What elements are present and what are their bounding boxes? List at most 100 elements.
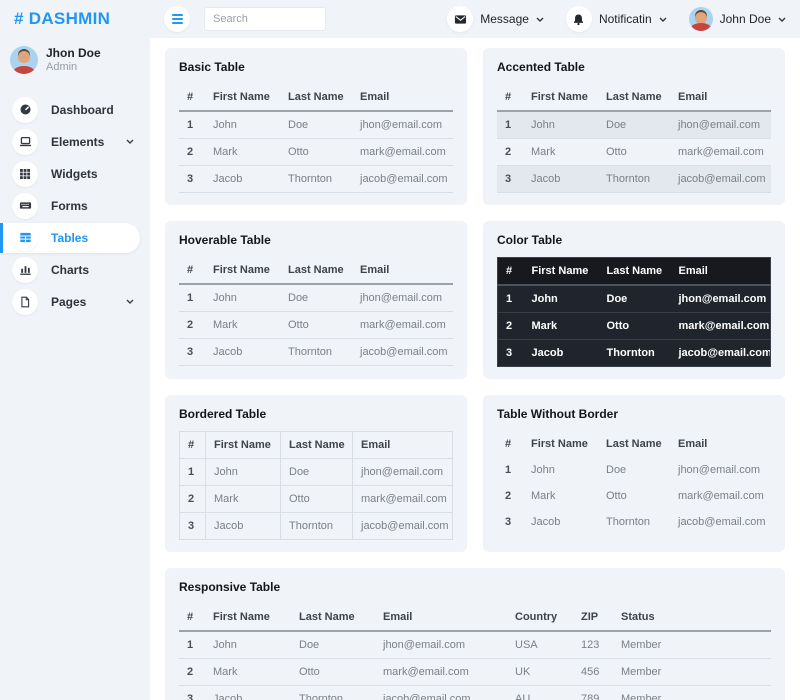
table-row[interactable]: 1 John Doe jhon@email.com	[179, 284, 453, 312]
cell: Otto	[288, 146, 309, 158]
cell: 123	[581, 639, 600, 651]
cell: Jacob	[213, 173, 243, 185]
cell: jhon@email.com	[678, 293, 767, 305]
accented-table: # First Name Last Name Email 1 John Doe jhon@em…	[497, 84, 771, 193]
hamburger-menu-button[interactable]	[164, 6, 190, 32]
column-header: Email	[352, 257, 453, 285]
table-row[interactable]: 3 Jacob Thornton jacob@email.com	[179, 339, 453, 366]
cell: UK	[515, 666, 531, 678]
cell: Otto	[299, 666, 320, 678]
row-index: 2	[506, 320, 513, 332]
cell: Jacob	[213, 346, 243, 358]
column-header: First Name	[205, 431, 281, 459]
sidebar-item-widgets[interactable]: Widgets	[0, 159, 150, 189]
color-table: # First Name Last Name Email 1 John Doe jhon@em…	[497, 257, 771, 367]
card-title: Accented Table	[497, 60, 585, 74]
sidebar-item-tables[interactable]: Tables	[0, 222, 140, 253]
sidebar-item-charts[interactable]: Charts	[0, 255, 150, 285]
cell: mark@email.com	[360, 319, 446, 331]
column-header: #	[179, 84, 205, 112]
row-index: 3	[187, 173, 194, 185]
cell: Otto	[606, 146, 627, 158]
bordered-table: # First Name Last Name Email 1 John Doe jhon@em…	[179, 431, 453, 540]
cell: Doe	[606, 464, 627, 476]
cell: Jacob	[213, 693, 243, 700]
column-header: First Name	[523, 84, 598, 112]
table-row: 2 Mark Otto mark@email.com	[179, 485, 453, 513]
hoverable-table: # First Name Last Name Email 1 John Doe jhon@em…	[179, 257, 453, 366]
brand-logo-text: # DASHMIN	[14, 9, 111, 28]
cell: Mark	[213, 666, 238, 678]
bell-icon	[565, 6, 592, 32]
cell: mark@email.com	[678, 490, 764, 502]
row-index: 2	[187, 319, 194, 331]
cell: Thornton	[299, 693, 344, 700]
cell: Thornton	[606, 173, 651, 185]
sidebar-item-dashboard[interactable]: Dashboard	[0, 95, 150, 125]
row-index: 1	[506, 293, 513, 305]
column-header: Email	[670, 257, 771, 286]
basic-table: # First Name Last Name Email 1 John Doe jhon@em…	[179, 84, 453, 193]
row-index: 3	[505, 173, 512, 185]
row-index: 1	[505, 119, 512, 131]
sidebar-item-label: Charts	[51, 262, 90, 277]
user-dropdown[interactable]: John Doe	[688, 7, 786, 31]
sidebar-item-forms[interactable]: Forms	[0, 191, 150, 221]
cell: Doe	[280, 458, 353, 486]
table-row: 1 John Doe jhon@email.com	[497, 285, 771, 313]
cell: jhon@email.com	[352, 458, 453, 486]
column-header: Last Name	[280, 431, 353, 459]
laptop-icon	[12, 128, 38, 155]
card-responsive-table: Responsive Table # First Name Last Name Ema…	[165, 568, 785, 700]
notification-dropdown[interactable]: Notificatin	[565, 6, 667, 32]
sidebar-item-label: Dashboard	[51, 102, 114, 117]
table-row: 3 Jacob Thornton jacob@email.com	[497, 509, 771, 535]
card-title: Color Table	[497, 233, 563, 247]
responsive-table: # First Name Last Name Email Country ZIP Statu…	[179, 604, 771, 700]
cell: Mark	[531, 320, 558, 332]
cell: Doe	[288, 292, 309, 304]
cell: Member	[621, 666, 662, 678]
brand-logo[interactable]: # DASHMIN	[0, 0, 150, 38]
table-row: 3 Jacob Thornton jacob@email.com	[179, 512, 453, 540]
avatar	[10, 46, 38, 75]
table-row: 1 John Doe jhon@email.com	[497, 457, 771, 483]
column-header: Email	[375, 604, 507, 632]
sidebar-item-label: Elements	[51, 134, 105, 149]
cell: John	[205, 458, 281, 486]
sidebar-item-pages[interactable]: Pages	[0, 287, 150, 317]
sidebar-item-elements[interactable]: Elements	[0, 127, 150, 157]
table-row: 3 Jacob Thornton jacob@email.com	[497, 339, 771, 367]
row-index: 3	[506, 347, 513, 359]
cell: Otto	[606, 320, 630, 332]
card-basic-table: Basic Table # First Name Last Name Email 1 Jo…	[165, 48, 467, 205]
row-index: 3	[187, 693, 194, 700]
chevron-down-icon	[536, 17, 544, 22]
main-content: Basic Table # First Name Last Name Email 1 Jo…	[150, 38, 800, 700]
card-color-table: Color Table # First Name Last Name Email 1 Jo…	[483, 221, 785, 379]
file-icon	[12, 288, 38, 315]
row-index: 1	[187, 292, 194, 304]
chevron-down-icon	[778, 17, 786, 22]
table-row: 1 John Doe jhon@email.com	[179, 458, 453, 486]
search-input[interactable]	[204, 7, 326, 31]
cell: John	[531, 293, 558, 305]
cell: Member	[621, 693, 662, 700]
cell: mark@email.com	[678, 146, 764, 158]
column-header: Last Name	[280, 84, 352, 112]
table-row[interactable]: 2 Mark Otto mark@email.com	[179, 312, 453, 339]
cell: Otto	[280, 485, 353, 513]
card-hoverable-table: Hoverable Table # First Name Last Name Emai…	[165, 221, 467, 379]
column-header: Email	[352, 431, 453, 459]
avatar	[688, 7, 713, 31]
column-header: Last Name	[598, 84, 670, 112]
cell: John	[531, 119, 555, 131]
borderless-table: # First Name Last Name Email 1 John Doe jhon@em…	[497, 431, 771, 535]
table-row: 2 Mark Otto mark@email.com	[497, 312, 771, 340]
message-dropdown[interactable]: Message	[447, 6, 544, 32]
cell: Doe	[288, 119, 309, 131]
table-row: 2 Mark Otto mark@email.com UK 456 Member	[179, 659, 771, 686]
table-row: 1 John Doe jhon@email.com USA 123 Member	[179, 631, 771, 659]
card-title: Hoverable Table	[179, 233, 271, 247]
notification-label: Notificatin	[598, 12, 652, 26]
